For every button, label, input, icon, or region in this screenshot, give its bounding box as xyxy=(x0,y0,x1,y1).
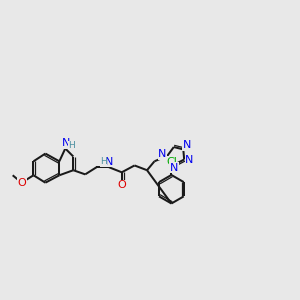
Text: Cl: Cl xyxy=(166,157,177,167)
Text: N: N xyxy=(185,154,194,164)
Text: H: H xyxy=(100,158,107,166)
Text: O: O xyxy=(117,180,126,190)
Text: H: H xyxy=(68,141,75,150)
Text: N: N xyxy=(183,140,191,150)
Text: N: N xyxy=(105,157,113,167)
Text: N: N xyxy=(158,149,167,160)
Text: O: O xyxy=(17,178,26,188)
Text: N: N xyxy=(62,138,71,148)
Text: N: N xyxy=(169,163,178,173)
